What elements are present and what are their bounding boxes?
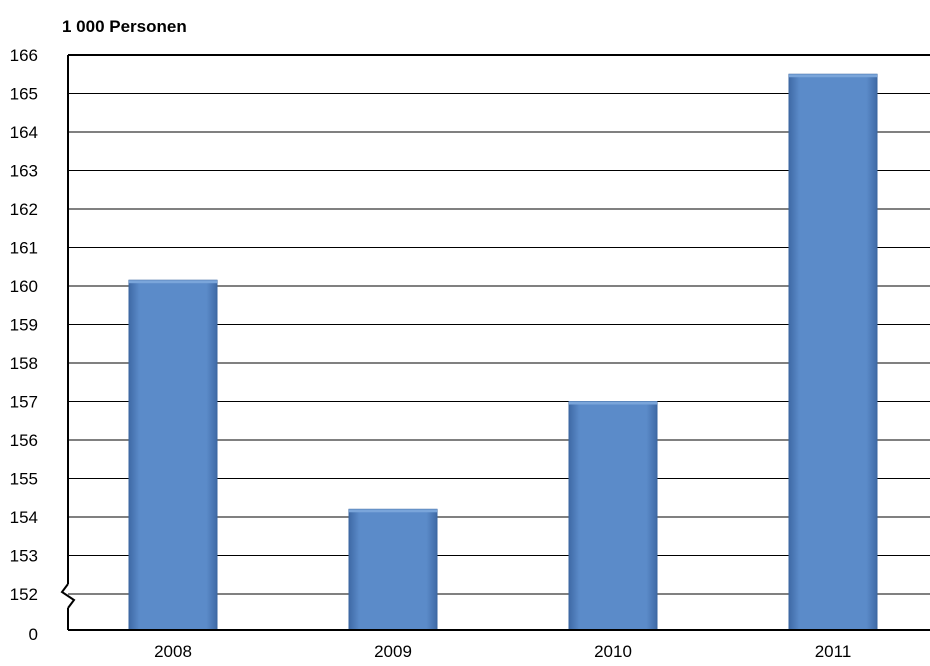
y-tick-label: 155 <box>10 470 38 489</box>
bar-2009 <box>348 508 438 631</box>
bar-2011 <box>788 73 878 631</box>
y-tick-label: 165 <box>10 85 38 104</box>
y-tick-label: 160 <box>10 277 38 296</box>
y-tick-label: 162 <box>10 200 38 219</box>
x-tick-labels: 2008 2009 2010 2011 <box>154 642 851 661</box>
y-tick-labels: 166 165 164 163 162 161 160 159 158 157 156 155 154 1… <box>10 46 38 604</box>
y-axis-unit-label: 1 000 Personen <box>62 17 187 36</box>
y-tick-label: 157 <box>10 393 38 412</box>
y-tick-label: 152 <box>10 585 38 604</box>
y-axis-break-icon <box>60 583 76 609</box>
x-tick-label: 2009 <box>374 642 412 661</box>
bar-highlight-2010 <box>569 401 657 405</box>
bar-highlight-2008 <box>129 280 217 284</box>
x-tick-label: 2011 <box>815 642 852 661</box>
y-tick-label: 156 <box>10 431 38 450</box>
x-tick-label: 2008 <box>154 642 192 661</box>
bar-highlight-2011 <box>789 74 877 78</box>
bars <box>128 73 878 631</box>
y-tick-label: 163 <box>10 162 38 181</box>
y-tick-label: 159 <box>10 316 38 335</box>
y-tick-label: 158 <box>10 354 38 373</box>
y-tick-label: 164 <box>10 123 38 142</box>
bar-2008 <box>128 279 218 631</box>
bar-2010 <box>568 401 658 631</box>
y-axis-origin-label: 0 <box>29 625 38 644</box>
x-tick-label: 2010 <box>594 642 632 661</box>
y-tick-label: 161 <box>10 239 38 258</box>
y-tick-label: 154 <box>10 508 38 527</box>
y-tick-label: 166 <box>10 46 38 65</box>
y-tick-label: 153 <box>10 547 38 566</box>
bar-highlight-2009 <box>349 509 437 513</box>
